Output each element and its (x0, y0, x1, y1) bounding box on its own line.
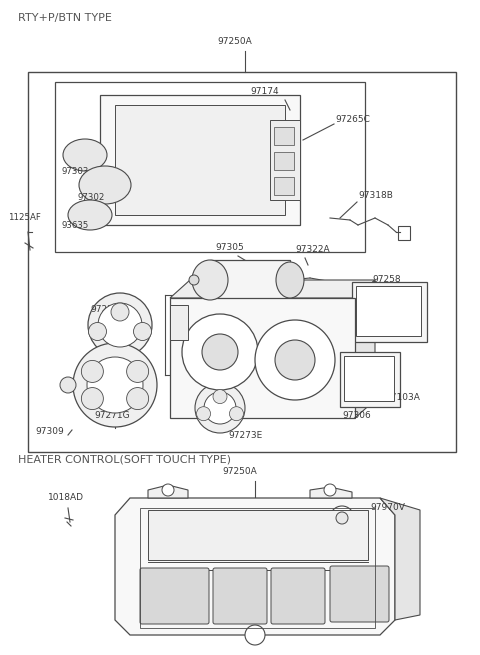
Text: 1125AF: 1125AF (8, 214, 41, 223)
Circle shape (182, 314, 258, 390)
Text: 97250A: 97250A (217, 37, 252, 47)
Ellipse shape (276, 262, 304, 298)
Bar (55, 82, 365, 252)
FancyBboxPatch shape (140, 568, 209, 624)
Text: 97250A: 97250A (223, 468, 257, 476)
Text: 97322A: 97322A (295, 246, 330, 255)
FancyBboxPatch shape (213, 568, 267, 624)
Polygon shape (355, 280, 375, 418)
Text: 97103A: 97103A (385, 394, 420, 403)
Circle shape (204, 392, 236, 424)
Text: 97273E: 97273E (90, 305, 124, 314)
Polygon shape (115, 498, 395, 635)
Circle shape (111, 303, 129, 321)
Circle shape (255, 320, 335, 400)
Text: 97306: 97306 (342, 411, 371, 419)
Polygon shape (380, 498, 420, 620)
Text: 1018AD: 1018AD (48, 493, 84, 502)
Text: 97305: 97305 (215, 244, 244, 252)
Circle shape (336, 512, 348, 524)
Circle shape (87, 357, 143, 413)
Ellipse shape (63, 139, 107, 171)
Text: 97258: 97258 (372, 276, 401, 284)
Polygon shape (148, 485, 188, 498)
Circle shape (82, 360, 103, 383)
Text: 97318B: 97318B (358, 191, 393, 200)
Circle shape (127, 360, 149, 383)
Bar (210, 260, 290, 300)
Circle shape (162, 484, 174, 496)
Text: 97174: 97174 (251, 88, 279, 96)
Bar (340, 352, 400, 407)
Text: HEATER CONTROL(SOFT TOUCH TYPE): HEATER CONTROL(SOFT TOUCH TYPE) (18, 455, 231, 465)
Bar (344, 356, 394, 401)
Circle shape (60, 377, 76, 393)
Bar (170, 298, 355, 418)
Bar (270, 120, 300, 200)
Bar (274, 177, 294, 195)
Polygon shape (310, 487, 352, 498)
FancyBboxPatch shape (271, 568, 325, 624)
Bar (100, 95, 300, 225)
Circle shape (196, 407, 211, 421)
Polygon shape (170, 280, 375, 298)
Circle shape (324, 484, 336, 496)
Circle shape (275, 340, 315, 380)
Circle shape (330, 506, 354, 530)
Text: 97309: 97309 (35, 428, 64, 436)
Text: 97273E: 97273E (228, 430, 262, 440)
Ellipse shape (68, 200, 112, 230)
Bar (140, 508, 375, 628)
Text: RTY+P/BTN TYPE: RTY+P/BTN TYPE (18, 13, 112, 23)
Text: 97265C: 97265C (335, 115, 370, 124)
Circle shape (133, 322, 152, 341)
Ellipse shape (79, 166, 131, 204)
Text: 97303: 97303 (62, 168, 89, 176)
Bar (170, 305, 188, 340)
FancyBboxPatch shape (330, 566, 389, 622)
Bar (28, 72, 456, 452)
Bar (148, 510, 368, 560)
Bar (356, 286, 421, 336)
Circle shape (213, 390, 227, 403)
Bar (398, 226, 410, 240)
Bar (115, 105, 285, 215)
Circle shape (73, 343, 157, 427)
Circle shape (245, 625, 265, 645)
Bar (274, 152, 294, 170)
Bar (352, 282, 427, 342)
Circle shape (88, 293, 152, 357)
Circle shape (88, 322, 107, 341)
Circle shape (189, 275, 199, 285)
Circle shape (127, 388, 149, 409)
Text: 97271G: 97271G (94, 411, 130, 419)
Ellipse shape (192, 260, 228, 300)
Circle shape (195, 383, 245, 433)
Text: 97302: 97302 (78, 193, 106, 202)
Circle shape (98, 303, 142, 347)
Circle shape (202, 334, 238, 370)
Circle shape (229, 407, 243, 421)
Bar (274, 127, 294, 145)
Circle shape (82, 388, 103, 409)
Text: 93635: 93635 (62, 221, 89, 229)
Text: 97970V: 97970V (370, 504, 405, 512)
